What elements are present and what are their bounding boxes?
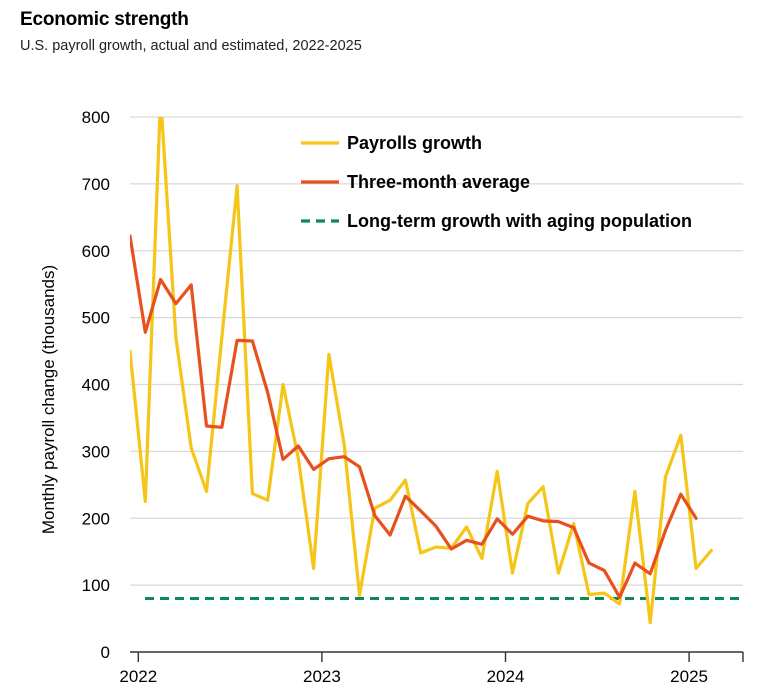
y-tick-label: 500 <box>82 309 110 328</box>
series-line-1 <box>130 234 698 599</box>
legend-label-2: Long-term growth with aging population <box>347 211 692 231</box>
y-tick-label: 0 <box>101 643 110 662</box>
legend-label-0: Payrolls growth <box>347 133 482 153</box>
x-tick-label: 2022 <box>119 667 157 686</box>
series-lines <box>130 117 743 625</box>
x-tick-label: 2023 <box>303 667 341 686</box>
y-tick-label: 100 <box>82 576 110 595</box>
y-tick-label: 400 <box>82 376 110 395</box>
axes: 0 100 200 300 400 500 600 700 800 2022 2023 2024 202… <box>39 108 744 686</box>
legend-label-1: Three-month average <box>347 172 530 192</box>
chart-subtitle: U.S. payroll growth, actual and estimate… <box>20 38 362 54</box>
y-axis-title: Monthly payroll change (thousands) <box>39 265 58 534</box>
legend: Payrolls growth Three-month average Long-t… <box>301 133 692 231</box>
y-tick-label: 800 <box>82 108 110 127</box>
y-tick-label: 600 <box>82 242 110 261</box>
chart-title: Economic strength <box>20 9 189 30</box>
x-tick-label: 2024 <box>487 667 525 686</box>
x-tick-label: 2025 <box>670 667 708 686</box>
y-tick-label: 300 <box>82 442 110 461</box>
series-line-0 <box>130 117 713 625</box>
y-tick-label: 200 <box>82 509 110 528</box>
y-tick-label: 700 <box>82 175 110 194</box>
